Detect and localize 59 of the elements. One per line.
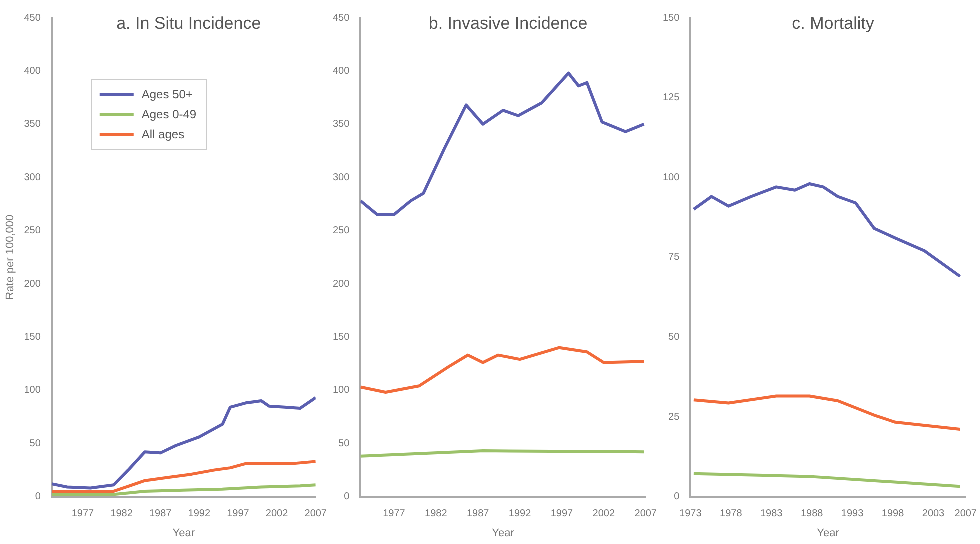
x-tick-label: 1973 bbox=[680, 508, 702, 520]
y-tick-label: 75 bbox=[668, 252, 680, 264]
x-tick-label: 2007 bbox=[954, 508, 978, 520]
x-tick-label: 1997 bbox=[550, 508, 574, 520]
legend-label: All ages bbox=[142, 127, 185, 142]
x-tick-label: 1982 bbox=[425, 508, 448, 520]
x-tick-label: 1977 bbox=[383, 508, 406, 520]
x-tick-label: 1992 bbox=[188, 508, 211, 520]
y-tick-label: 350 bbox=[24, 119, 42, 130]
y-tick-label: 250 bbox=[332, 226, 350, 237]
y-tick-label: 50 bbox=[30, 438, 42, 450]
y-tick-label: 250 bbox=[24, 226, 42, 237]
y-tick-label: 400 bbox=[24, 66, 42, 77]
y-tick-label: 100 bbox=[662, 172, 680, 184]
y-tick-label: 50 bbox=[668, 332, 680, 343]
x-tick-label: 2002 bbox=[266, 508, 289, 520]
y-tick-label: 0 bbox=[35, 492, 42, 503]
x-tick-label: 1988 bbox=[800, 508, 824, 520]
legend-label: Ages 50+ bbox=[142, 87, 193, 102]
y-tick-label: 450 bbox=[24, 12, 42, 24]
y-tick-label: 50 bbox=[338, 438, 350, 450]
x-tick-label: 2007 bbox=[634, 508, 658, 520]
x-tick-label: 1987 bbox=[466, 508, 490, 520]
x-tick-label: 1993 bbox=[841, 508, 864, 520]
chart-title: b. Invasive Incidence bbox=[428, 14, 588, 34]
x-tick-label: 1982 bbox=[110, 508, 134, 520]
chart-title: a. In Situ Incidence bbox=[116, 14, 262, 34]
x-axis-title: Year bbox=[492, 527, 515, 540]
y-tick-label: 0 bbox=[674, 492, 680, 503]
y-tick-label: 400 bbox=[332, 66, 350, 77]
y-tick-label: 150 bbox=[24, 332, 42, 343]
y-tick-label: 100 bbox=[332, 385, 350, 396]
y-tick-label: 25 bbox=[668, 412, 680, 423]
y-tick-label: 300 bbox=[24, 172, 42, 184]
x-tick-label: 2003 bbox=[922, 508, 946, 520]
x-axis-title: Year bbox=[817, 527, 840, 540]
x-tick-label: 2007 bbox=[304, 508, 328, 520]
y-tick-label: 100 bbox=[24, 385, 42, 396]
legend-label: Ages 0-49 bbox=[142, 107, 197, 122]
y-axis-title: Rate per 100,000 bbox=[4, 214, 17, 300]
x-tick-label: 1983 bbox=[760, 508, 784, 520]
y-tick-label: 350 bbox=[332, 119, 350, 130]
y-tick-label: 150 bbox=[662, 12, 680, 24]
y-tick-label: 200 bbox=[24, 278, 42, 290]
x-tick-label: 2002 bbox=[592, 508, 616, 520]
y-tick-label: 125 bbox=[662, 92, 680, 104]
x-tick-label: 1977 bbox=[72, 508, 94, 520]
x-tick-label: 1992 bbox=[508, 508, 532, 520]
x-tick-label: 1978 bbox=[720, 508, 743, 520]
chart-title: c. Mortality bbox=[792, 14, 875, 34]
x-axis-title: Year bbox=[172, 527, 196, 540]
y-tick-label: 0 bbox=[344, 492, 350, 503]
x-tick-label: 1997 bbox=[227, 508, 250, 520]
y-tick-label: 450 bbox=[332, 12, 350, 24]
y-tick-label: 200 bbox=[332, 278, 350, 290]
x-tick-label: 1998 bbox=[882, 508, 905, 520]
y-tick-label: 150 bbox=[332, 332, 350, 343]
y-tick-label: 300 bbox=[332, 172, 350, 184]
x-tick-label: 1987 bbox=[149, 508, 172, 520]
